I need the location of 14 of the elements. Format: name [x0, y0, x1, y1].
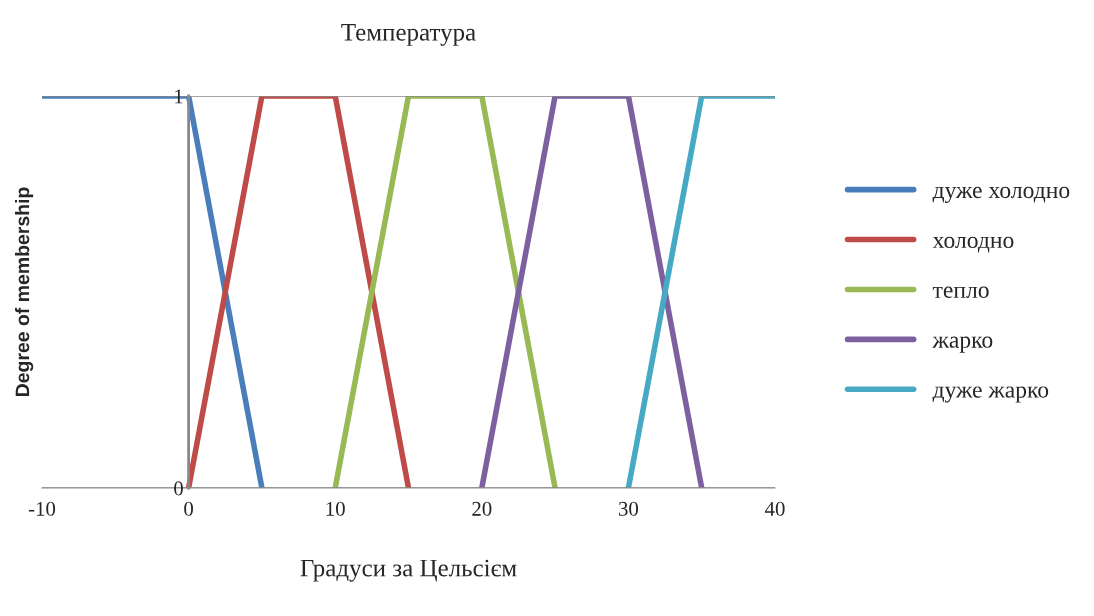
x-tick-label: 0 — [184, 501, 194, 516]
chart-title: Температура — [341, 24, 476, 46]
x-tick-label: 30 — [618, 501, 639, 516]
legend-label: тепло — [932, 286, 989, 298]
y-axis-title: Degree of membership — [14, 187, 34, 397]
legend-label: дуже жарко — [932, 386, 1049, 403]
legend-label: жарко — [932, 336, 993, 353]
x-axis-title: Градуси за Цельсієм — [300, 559, 517, 582]
x-tick-label: 40 — [764, 501, 785, 516]
legend-label: дуже холодно — [932, 186, 1070, 203]
x-tick-label: 20 — [472, 501, 492, 516]
x-tick-label: 10 — [326, 501, 345, 516]
legend-label: холодно — [932, 236, 1014, 253]
x-tick-label: -10 — [28, 501, 56, 516]
